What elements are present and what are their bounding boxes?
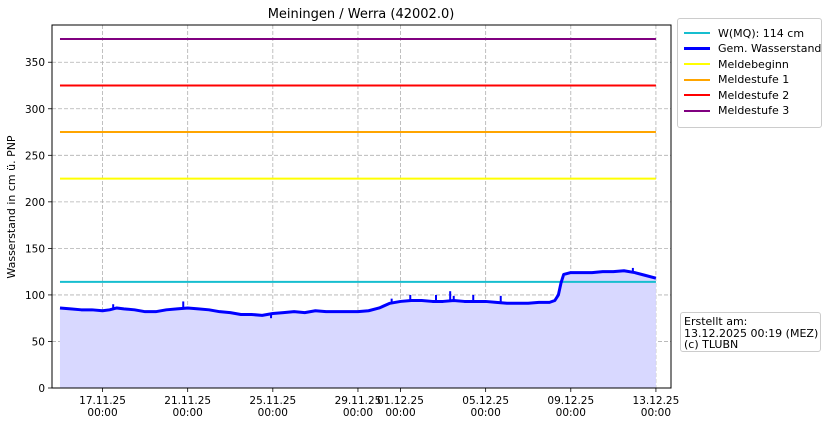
x-tick-label: 21.11.25 [164,395,211,407]
legend-label: Meldebeginn [718,57,789,71]
credit-created-label: Erstellt am: [684,315,748,328]
legend-item: Meldestufe 2 [684,87,789,103]
x-tick-label: 13.12.25 [633,395,680,407]
water-level-series [59,267,657,319]
legend-item: Meldebeginn [684,56,789,72]
legend-item: Meldestufe 3 [684,103,789,119]
legend-item: W(MQ): 114 cm [684,25,804,41]
legend-label: Gem. Wasserstand [718,42,822,55]
legend-swatch [684,78,710,81]
legend-label: W(MQ): 114 cm [718,26,805,40]
x-tick-time: 00:00 [641,407,671,419]
x-tick-time: 00:00 [173,407,203,419]
y-tick-label: 150 [25,243,45,255]
y-tick-label: 250 [25,150,45,162]
legend-label: Meldestufe 1 [718,73,790,86]
legend-label: Meldestufe 3 [718,104,790,117]
x-tick-label: 17.11.25 [79,395,126,407]
y-tick-label: 100 [25,290,45,302]
water-level-fill [59,270,656,388]
x-tick-label: 09.12.25 [547,395,594,407]
x-tick-time: 00:00 [343,407,373,419]
legend: W(MQ): 114 cm Gem. Wasserstand Meldebeginn… [677,18,822,128]
x-tick-time: 00:00 [385,407,415,419]
chart-title: Meiningen / Werra (42002.0) [268,7,455,22]
x-tick-label: 25.11.25 [249,395,296,407]
plot-frame [51,24,672,389]
reference-lines [59,37,656,283]
x-tick-time: 00:00 [556,407,586,419]
legend-swatch [684,47,710,50]
x-tick-time: 00:00 [258,407,288,419]
legend-swatch [684,63,710,65]
y-tick-label: 0 [38,383,45,395]
legend-swatch [684,109,710,112]
credit-timestamp: 13.12.2025 00:19 (MEZ) [684,326,819,340]
legend-item: Meldestufe 1 [684,72,789,88]
water-level-area [59,270,656,388]
y-axis-label: Wasserstand in cm ü. PNP [5,135,18,279]
y-tick-label: 350 [25,57,45,69]
x-axis-ticks: 17.11.2500:0021.11.2500:0025.11.2500:002… [79,388,679,419]
x-tick-label: 01.12.25 [377,395,424,407]
credit-box: Erstellt am: 13.12.2025 00:19 (MEZ) (c) … [680,312,821,352]
x-tick-time: 00:00 [471,407,501,419]
legend-label: Meldestufe 2 [718,88,790,102]
legend-item: Gem. Wasserstand [684,41,821,57]
x-tick-time: 00:00 [87,407,117,419]
water-level-line [59,269,657,317]
legend-swatch [684,94,710,96]
y-tick-label: 300 [25,104,45,116]
x-tick-label: 29.11.25 [335,395,382,407]
y-tick-label: 50 [32,336,45,348]
y-axis-ticks: 0 50 100 150 200 250 300 350 [25,57,52,395]
y-tick-label: 200 [25,197,45,209]
credit-copyright: (c) TLUBN [684,338,739,351]
x-tick-label: 05.12.25 [462,395,509,407]
legend-swatch [684,32,710,34]
